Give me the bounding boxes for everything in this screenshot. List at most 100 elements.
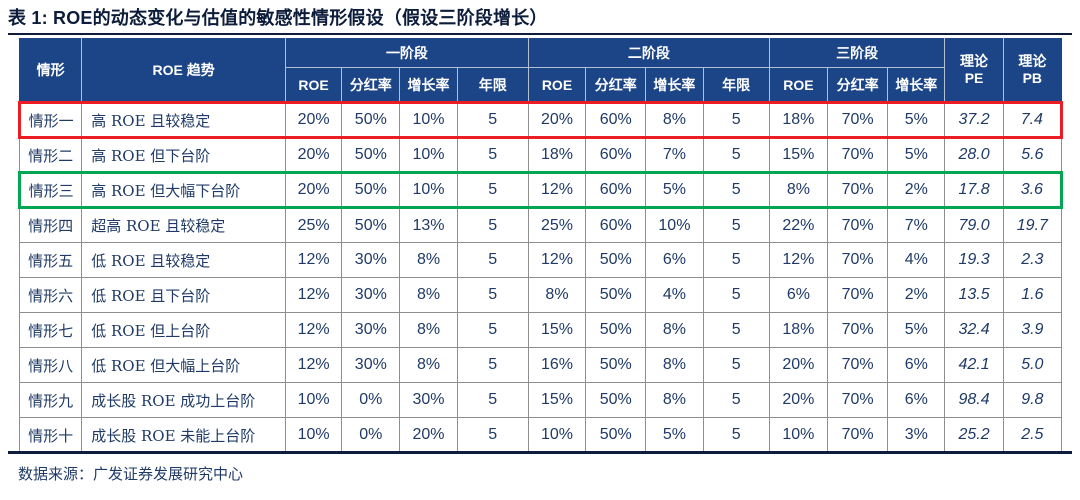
title-divider xyxy=(8,33,1072,35)
pe-cell: 79.0 xyxy=(944,207,1004,243)
p2-cell: 8% xyxy=(645,101,704,139)
roe-scenario-table: 情形 ROE 趋势 一阶段 二阶段 三阶段 理论 PE 理论 PB ROE 分红率 … xyxy=(17,38,1064,453)
p1-cell: 5 xyxy=(456,137,529,173)
col-group-phase1: 一阶段 xyxy=(285,38,529,68)
table-row: 情形五低 ROE 且较稳定 12% 30% 8% 5 12% 50% 6% 5 12% 70% 4% 1… xyxy=(18,242,1063,278)
p2-cell: 20% xyxy=(527,101,587,139)
table-row: 情形十 成长股 ROE 未能上台阶 10% 0% 20% 5 10% 50% 5% 5 10% 70%… xyxy=(18,417,1063,453)
pe-cell: 28.0 xyxy=(944,137,1004,173)
pe-cell: 32.4 xyxy=(944,312,1004,348)
col-header-p2-roe: ROE xyxy=(527,67,587,103)
scenario-cell: 情形十 xyxy=(18,417,83,453)
p2-cell: 5 xyxy=(702,312,770,348)
p2-cell: 60% xyxy=(585,171,647,209)
pe-cell: 42.1 xyxy=(944,347,1004,383)
p3-cell: 6% xyxy=(887,382,946,418)
table-row: 情形八低 ROE 但大幅上台阶 12% 30% 8% 5 16% 50% 8% 5 20% 70% 6… xyxy=(18,347,1063,383)
p2-cell: 60% xyxy=(585,137,647,173)
p3-cell: 18% xyxy=(768,312,828,348)
p2-cell: 5 xyxy=(702,171,770,209)
p2-cell: 50% xyxy=(585,312,647,348)
p2-cell: 7% xyxy=(645,137,704,173)
col-header-p1-payout: 分红率 xyxy=(341,67,401,103)
p1-cell: 12% xyxy=(284,312,343,348)
p1-cell: 10% xyxy=(399,137,458,173)
p1-cell: 50% xyxy=(341,101,401,139)
p1-cell: 50% xyxy=(341,137,401,173)
pb-cell: 5.6 xyxy=(1002,137,1063,173)
p3-cell: 10% xyxy=(768,417,828,453)
col-group-phase2: 二阶段 xyxy=(527,38,770,68)
p3-cell: 70% xyxy=(826,137,889,173)
scenario-cell: 情形六 xyxy=(18,277,83,313)
p2-cell: 50% xyxy=(585,242,647,278)
p3-cell: 18% xyxy=(768,101,828,139)
col-header-p2-growth: 增长率 xyxy=(645,67,704,103)
table-row: 情形二高 ROE 但下台阶 20% 50% 10% 5 18% 60% 7% 5 15% 70% 5%… xyxy=(18,137,1063,173)
p3-cell: 2% xyxy=(887,171,946,209)
table-row: 情形六低 ROE 且下台阶 12% 30% 8% 5 8% 50% 4% 5 6% 70% 2% 13.… xyxy=(18,277,1063,313)
trend-cell: 高 ROE 但大幅下台阶 xyxy=(81,171,286,209)
table-body: 情形一高 ROE 且较稳定 20% 50% 10% 5 20% 60% 8% 5 18% 70% 5%… xyxy=(17,101,1064,453)
pb-cell: 3.9 xyxy=(1002,312,1063,348)
p2-cell: 50% xyxy=(585,347,647,383)
p2-cell: 5% xyxy=(645,417,704,453)
col-header-p1-years: 年限 xyxy=(456,67,529,103)
p2-cell: 8% xyxy=(645,312,704,348)
p1-cell: 5 xyxy=(456,101,529,139)
table-bottom-divider xyxy=(8,451,1072,454)
p3-cell: 12% xyxy=(768,242,828,278)
pe-cell: 98.4 xyxy=(944,382,1004,418)
p2-cell: 50% xyxy=(585,417,647,453)
p3-cell: 5% xyxy=(887,312,946,348)
p3-cell: 22% xyxy=(768,207,828,243)
pb-cell: 2.5 xyxy=(1002,417,1063,453)
p2-cell: 12% xyxy=(527,171,587,209)
col-header-theoretical-pe: 理论 PE xyxy=(944,38,1004,103)
p2-cell: 5 xyxy=(702,242,770,278)
p2-cell: 15% xyxy=(527,382,587,418)
pb-cell: 7.4 xyxy=(1002,101,1064,139)
p3-cell: 70% xyxy=(826,347,889,383)
p3-cell: 6% xyxy=(768,277,828,313)
p2-cell: 8% xyxy=(527,277,587,313)
col-header-p3-payout: 分红率 xyxy=(826,67,889,103)
col-header-p1-growth: 增长率 xyxy=(399,67,458,103)
p1-cell: 25% xyxy=(284,207,343,243)
p2-cell: 5% xyxy=(645,171,704,209)
p1-cell: 8% xyxy=(399,312,458,348)
p2-cell: 8% xyxy=(645,347,704,383)
p3-cell: 20% xyxy=(768,347,828,383)
p1-cell: 10% xyxy=(284,417,343,453)
p2-cell: 16% xyxy=(527,347,587,383)
pb-cell: 19.7 xyxy=(1002,207,1063,243)
p3-cell: 70% xyxy=(826,312,889,348)
p1-cell: 12% xyxy=(284,347,343,383)
p3-cell: 70% xyxy=(826,101,889,139)
table-row: 情形九 成长股 ROE 成功上台阶 10% 0% 30% 5 15% 50% 8% 5 20% 70%… xyxy=(18,382,1063,418)
p1-cell: 20% xyxy=(284,137,343,173)
p1-cell: 8% xyxy=(399,277,458,313)
pe-cell: 13.5 xyxy=(944,277,1004,313)
p3-cell: 70% xyxy=(826,171,889,209)
scenario-cell: 情形一 xyxy=(17,101,83,139)
p1-cell: 5 xyxy=(456,171,529,209)
p1-cell: 20% xyxy=(399,417,458,453)
p2-cell: 10% xyxy=(527,417,587,453)
p2-cell: 50% xyxy=(585,277,647,313)
p3-cell: 5% xyxy=(887,101,946,139)
pb-cell: 9.8 xyxy=(1002,382,1063,418)
p1-cell: 30% xyxy=(341,312,401,348)
p1-cell: 12% xyxy=(284,277,343,313)
p1-cell: 30% xyxy=(341,347,401,383)
pb-cell: 1.6 xyxy=(1002,277,1063,313)
p2-cell: 12% xyxy=(527,242,587,278)
p3-cell: 2% xyxy=(887,277,946,313)
p2-cell: 25% xyxy=(527,207,587,243)
trend-cell: 低 ROE 但大幅上台阶 xyxy=(81,347,286,383)
p2-cell: 18% xyxy=(527,137,587,173)
col-header-p2-years: 年限 xyxy=(702,67,770,103)
table-row: 情形四 超高 ROE 且较稳定 25% 50% 13% 5 25% 60% 10% 5 22% 70%… xyxy=(18,207,1063,243)
p1-cell: 12% xyxy=(284,242,343,278)
col-header-p3-growth: 增长率 xyxy=(887,67,946,103)
